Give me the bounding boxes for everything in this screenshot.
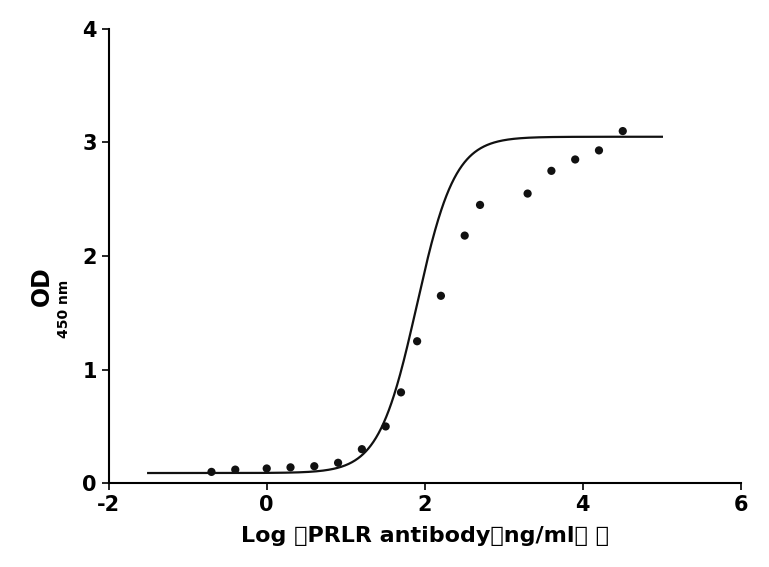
Point <box>569 155 581 164</box>
Point <box>545 166 558 175</box>
Point <box>474 200 486 209</box>
Point <box>308 462 321 471</box>
Text: OD: OD <box>30 266 55 306</box>
Point <box>434 291 447 301</box>
Point <box>205 467 218 476</box>
X-axis label: Log （PRLR antibody（ng/ml） ）: Log （PRLR antibody（ng/ml） ） <box>241 526 609 546</box>
Point <box>356 445 368 454</box>
Point <box>394 388 407 397</box>
Point <box>521 189 534 198</box>
Text: 450 nm: 450 nm <box>57 280 71 338</box>
Point <box>380 422 392 431</box>
Point <box>332 458 345 467</box>
Point <box>458 231 471 240</box>
Point <box>229 465 241 474</box>
Point <box>285 463 297 472</box>
Point <box>261 464 273 473</box>
Point <box>593 146 605 155</box>
Point <box>411 337 423 346</box>
Point <box>617 126 629 136</box>
